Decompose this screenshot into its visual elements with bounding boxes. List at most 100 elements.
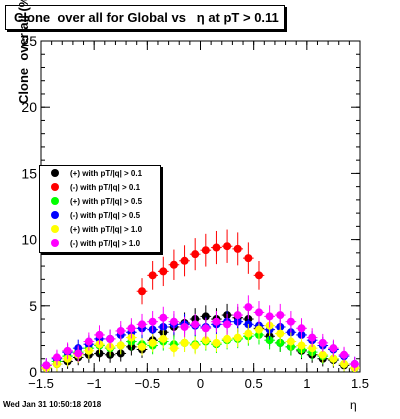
x-tick-label: −0.5 <box>134 376 160 391</box>
legend-label: (+) with pT/|q| > 0.1 <box>70 168 143 178</box>
data-point <box>52 353 61 362</box>
data-point <box>138 342 147 351</box>
legend-marker <box>40 211 70 219</box>
data-point <box>254 308 263 317</box>
data-point <box>191 341 200 350</box>
x-tick-label: 1 <box>303 376 310 391</box>
y-tick-label: 15 <box>21 165 37 181</box>
data-point <box>191 320 200 329</box>
data-point <box>201 324 210 333</box>
data-point <box>233 244 242 253</box>
data-point <box>233 311 242 320</box>
x-tick-label: −1 <box>87 376 102 391</box>
data-point <box>265 312 274 321</box>
data-point <box>159 267 168 276</box>
legend-marker <box>40 225 70 233</box>
legend-marker <box>40 169 70 177</box>
chart-title: Clone over all for Global vs η at pT > 0… <box>5 5 285 30</box>
x-axis-label: η <box>350 398 357 412</box>
data-point <box>138 320 147 329</box>
legend-entry: (+) with pT/|q| > 1.0 <box>40 223 160 235</box>
data-point <box>308 333 317 342</box>
data-point <box>191 250 200 259</box>
data-point <box>74 349 83 358</box>
data-point <box>148 271 157 280</box>
data-point <box>95 330 104 339</box>
x-tick-label: 0.5 <box>245 376 263 391</box>
data-point <box>169 260 178 269</box>
data-point <box>63 346 72 355</box>
data-point <box>127 324 136 333</box>
legend-marker <box>40 197 70 205</box>
legend-label: (+) with pT/|q| > 0.5 <box>70 196 143 206</box>
data-point <box>212 243 221 252</box>
data-point <box>254 325 263 334</box>
data-point <box>116 326 125 335</box>
y-tick-label: 0 <box>29 364 37 380</box>
data-point <box>180 338 189 347</box>
data-point <box>350 360 359 369</box>
data-point <box>42 361 51 370</box>
data-point <box>223 242 232 251</box>
data-point <box>223 334 232 343</box>
data-point <box>329 344 338 353</box>
data-point <box>340 360 349 369</box>
timestamp: Wed Jan 31 10:50:18 2018 <box>3 400 102 409</box>
data-point <box>169 317 178 326</box>
data-point <box>223 320 232 329</box>
data-point <box>276 311 285 320</box>
data-point <box>233 333 242 342</box>
legend-label: (-) with pT/|q| > 1.0 <box>70 238 141 248</box>
data-point <box>254 271 263 280</box>
data-point <box>106 334 115 343</box>
data-point <box>148 317 157 326</box>
data-point <box>84 346 93 355</box>
y-tick-label: 10 <box>21 232 37 248</box>
legend-marker <box>40 239 70 247</box>
y-tick-label: 20 <box>21 99 37 115</box>
data-point <box>340 350 349 359</box>
data-point <box>180 322 189 331</box>
legend-label: (+) with pT/|q| > 1.0 <box>70 224 143 234</box>
data-point <box>84 337 93 346</box>
data-point <box>116 341 125 350</box>
x-tick-label: 0 <box>197 376 204 391</box>
data-point <box>180 256 189 265</box>
data-point <box>244 303 253 312</box>
legend-entry: (+) with pT/|q| > 0.1 <box>40 167 160 179</box>
data-point <box>201 246 210 255</box>
legend-entry: (-) with pT/|q| > 0.1 <box>40 181 160 193</box>
data-point <box>169 344 178 353</box>
data-point <box>201 336 210 345</box>
legend-label: (-) with pT/|q| > 0.5 <box>70 210 141 220</box>
data-point <box>297 324 306 333</box>
legend-marker <box>40 183 70 191</box>
data-point <box>265 336 274 345</box>
data-point <box>159 313 168 322</box>
data-point <box>148 338 157 347</box>
x-tick-label: −1.5 <box>28 376 54 391</box>
legend-entry: (-) with pT/|q| > 0.5 <box>40 209 160 221</box>
data-point <box>318 338 327 347</box>
data-point <box>318 350 327 359</box>
x-tick-label: 1.5 <box>351 376 369 391</box>
legend: (+) with pT/|q| > 0.1 (-) with pT/|q| > … <box>39 165 161 253</box>
data-point <box>286 337 295 346</box>
data-point <box>212 338 221 347</box>
data-point <box>138 287 147 296</box>
data-point <box>244 329 253 338</box>
y-axis-label: Clone over all (%) <box>16 0 31 104</box>
data-point <box>297 341 306 350</box>
data-point <box>308 344 317 353</box>
legend-entry: (+) with pT/|q| > 0.5 <box>40 195 160 207</box>
data-point <box>244 254 253 263</box>
legend-label: (-) with pT/|q| > 0.1 <box>70 182 141 192</box>
legend-entry: (-) with pT/|q| > 1.0 <box>40 237 160 249</box>
y-tick-label: 5 <box>29 298 37 314</box>
y-tick-label: 25 <box>21 33 37 49</box>
data-point <box>159 334 168 343</box>
data-point <box>286 317 295 326</box>
data-point <box>201 312 210 321</box>
